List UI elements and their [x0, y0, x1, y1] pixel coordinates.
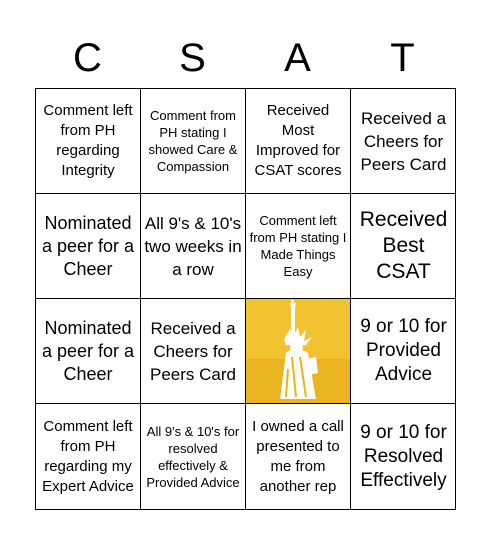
bingo-cell[interactable]: Received a Cheers for Peers Card: [351, 89, 456, 194]
cell-text: Received a Cheers for Peers Card: [150, 318, 236, 384]
cell-text: Comment from PH stating I showed Care & …: [148, 108, 238, 174]
bingo-cell[interactable]: Comment left from PH stating I Made Thin…: [246, 194, 351, 299]
cell-text: Received Most Improved for CSAT scores: [254, 102, 342, 179]
cell-text: Received a Cheers for Peers Card: [360, 108, 447, 174]
cell-text: Received Best CSAT: [359, 208, 448, 283]
bingo-cell[interactable]: All 9's & 10's for resolved effectively …: [141, 404, 246, 509]
bingo-cell[interactable]: Nominated a peer for a Cheer: [36, 194, 141, 299]
bingo-cell[interactable]: 9 or 10 for Provided Advice: [351, 299, 456, 404]
bingo-cell[interactable]: Received Best CSAT: [351, 194, 456, 299]
bingo-header: C S A T: [35, 28, 456, 88]
free-space-cell[interactable]: [246, 299, 351, 404]
cell-text: Nominated a peer for a Cheer: [41, 317, 135, 384]
cell-text: All 9's & 10's two weeks in a row: [144, 213, 242, 279]
bingo-cell[interactable]: 9 or 10 for Resolved Effectively: [351, 404, 456, 509]
bingo-cell[interactable]: Received Most Improved for CSAT scores: [246, 89, 351, 194]
bingo-cell[interactable]: Nominated a peer for a Cheer: [36, 299, 141, 404]
cell-text: 9 or 10 for Resolved Effectively: [360, 421, 447, 491]
cell-text: I owned a call presented to me from anot…: [252, 417, 344, 495]
header-letter-a: A: [284, 36, 311, 80]
cell-text: All 9's & 10's for resolved effectively …: [146, 423, 240, 490]
bingo-board: Comment left from PH regarding Integrity…: [35, 88, 456, 510]
bingo-cell[interactable]: I owned a call presented to me from anot…: [246, 404, 351, 509]
cell-text: Nominated a peer for a Cheer: [41, 212, 135, 279]
bingo-cell[interactable]: Received a Cheers for Peers Card: [141, 299, 246, 404]
statue-of-liberty-icon: [246, 299, 350, 403]
bingo-cell[interactable]: Comment left from PH regarding Integrity: [36, 89, 141, 194]
bingo-cell[interactable]: Comment left from PH regarding my Expert…: [36, 404, 141, 509]
cell-text: Comment left from PH regarding my Expert…: [42, 417, 134, 495]
header-letter-s: S: [179, 36, 206, 80]
header-letter-t: T: [390, 36, 415, 80]
bingo-cell[interactable]: All 9's & 10's two weeks in a row: [141, 194, 246, 299]
header-letter-c: C: [73, 36, 102, 80]
cell-text: 9 or 10 for Provided Advice: [360, 316, 447, 385]
bingo-cell[interactable]: Comment from PH stating I showed Care & …: [141, 89, 246, 194]
cell-text: Comment left from PH regarding Integrity: [43, 102, 133, 179]
cell-text: Comment left from PH stating I Made Thin…: [249, 213, 347, 279]
